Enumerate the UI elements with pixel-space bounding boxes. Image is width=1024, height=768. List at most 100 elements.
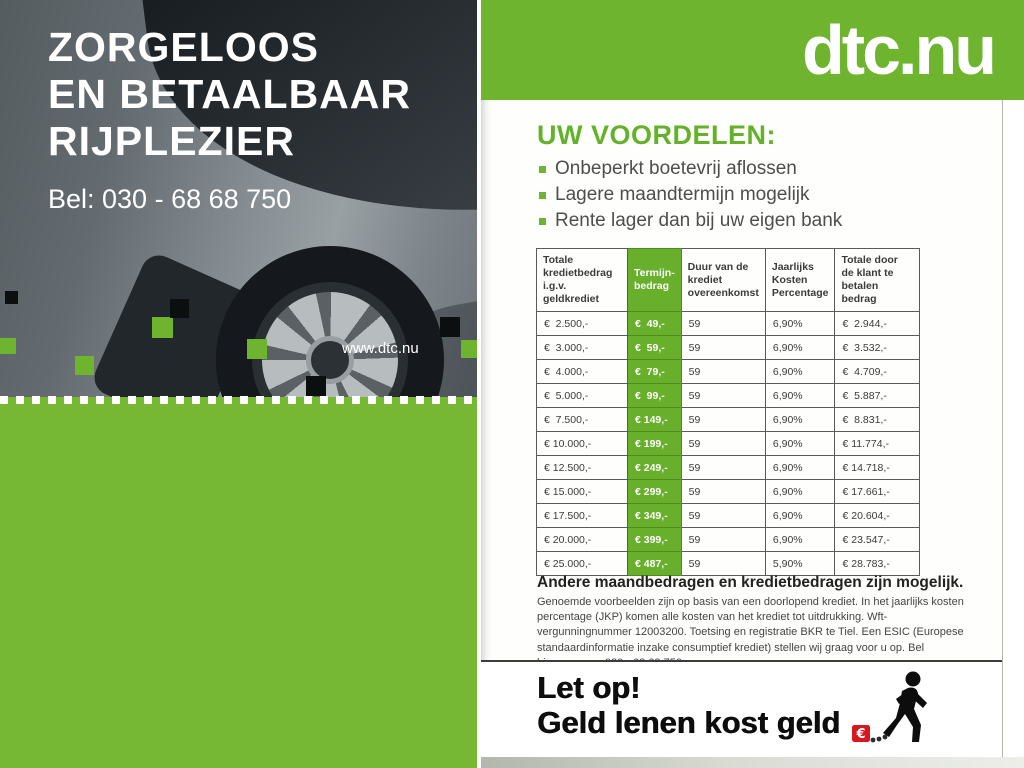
table-cell: € 2.944,- — [834, 311, 921, 336]
deco-square-green — [247, 339, 267, 359]
table-cell: 59 — [680, 431, 766, 456]
table-cell: € 14.718,- — [834, 455, 921, 480]
table-cell: € 399,- — [627, 527, 682, 552]
table-cell: 59 — [680, 527, 766, 552]
table-cell: € 12.500,- — [536, 455, 628, 480]
table-row: € 20.000,- € 399,- 59 6,90% € 23.547,- — [536, 527, 921, 552]
table-cell: 6,90% — [764, 407, 836, 432]
table-cell: 5,90% — [764, 551, 836, 576]
table-column-header: Duur van de krediet overeenkomst — [680, 248, 766, 312]
note-small: Genoemde voorbeelden zijn op basis van e… — [537, 596, 964, 669]
deco-square-black — [440, 317, 460, 337]
warning-line-1: Let op! — [537, 670, 641, 705]
table-body: € 2.500,- € 49,- 59 6,90% € 2.944,- € 3.000,-… — [536, 311, 921, 576]
table-cell: € 20.604,- — [834, 503, 921, 528]
table-cell: € 249,- — [627, 455, 682, 480]
table-cell: € 23.547,- — [834, 527, 921, 552]
table-row: € 15.000,- € 299,- 59 6,90% € 17.661,- — [536, 479, 921, 504]
dtc-logo: dtc.nu — [802, 11, 997, 89]
table-cell: € 3.000,- — [536, 335, 628, 360]
benefit-item: Lagere maandtermijn mogelijk — [539, 182, 842, 208]
table-cell: € 11.774,- — [834, 431, 921, 456]
table-cell: € 349,- — [627, 503, 682, 528]
benefit-item: Onbeperkt boetevrij aflossen — [539, 156, 842, 182]
table-cell: 6,90% — [764, 383, 836, 408]
table-row: € 5.000,- € 99,- 59 6,90% € 5.887,- — [536, 383, 921, 408]
table-cell: 59 — [680, 335, 766, 360]
content-sheet: UW VOORDELEN: Onbeperkt boetevrij afloss… — [481, 100, 1003, 757]
right-panel: dtc.nu UW VOORDELEN: Onbeperkt boetevrij… — [481, 0, 1024, 768]
table-cell: 59 — [680, 455, 766, 480]
headline: ZORGELOOS EN BETAALBAAR RIJPLEZIER — [48, 24, 411, 165]
table-cell: 59 — [680, 503, 766, 528]
table-cell: € 5.000,- — [536, 383, 628, 408]
deco-square-green — [0, 338, 16, 354]
table-row: € 2.500,- € 49,- 59 6,90% € 2.944,- — [536, 311, 921, 336]
table-cell: 6,90% — [764, 479, 836, 504]
table-cell: € 17.500,- — [536, 503, 628, 528]
table-cell: € 299,- — [627, 479, 682, 504]
benefits-title: UW VOORDELEN: — [537, 120, 776, 150]
benefit-label: Onbeperkt boetevrij aflossen — [555, 158, 797, 179]
euro-symbol: € — [855, 727, 865, 742]
benefit-label: Rente lager dan bij uw eigen bank — [555, 210, 843, 231]
table-cell: € 28.783,- — [834, 551, 921, 576]
table-cell: € 7.500,- — [536, 407, 628, 432]
table-cell: € 59,- — [627, 335, 682, 360]
table-cell: € 4.000,- — [536, 359, 628, 384]
money-burden-walking-person-icon: € — [852, 671, 927, 743]
deco-square-black — [306, 376, 326, 396]
phone-number: Bel: 030 - 68 68 750 — [48, 184, 292, 214]
table-cell: 59 — [680, 551, 766, 576]
table-cell: 6,90% — [764, 455, 836, 480]
table-row: € 3.000,- € 59,- 59 6,90% € 3.532,- — [536, 335, 921, 360]
table-cell: € 15.000,- — [536, 479, 628, 504]
table-row: € 12.500,- € 249,- 59 6,90% € 14.718,- — [536, 455, 921, 480]
table-cell: 59 — [680, 479, 766, 504]
table-cell: € 25.000,- — [536, 551, 628, 576]
bullet-square-icon — [539, 217, 546, 225]
table-cell: € 2.500,- — [536, 311, 628, 336]
headline-line-2: EN BETAALBAAR — [48, 71, 412, 117]
table-cell: € 79,- — [627, 359, 682, 384]
deco-square-black — [5, 291, 18, 304]
table-cell: € 5.887,- — [834, 383, 921, 408]
table-cell: € 4.709,- — [834, 359, 921, 384]
headline-line-3: RIJPLEZIER — [48, 118, 295, 164]
table-row: € 17.500,- € 349,- 59 6,90% € 20.604,- — [536, 503, 921, 528]
table-row: € 4.000,- € 79,- 59 6,90% € 4.709,- — [536, 359, 921, 384]
table-row: € 25.000,- € 487,- 59 5,90% € 28.783,- — [536, 551, 921, 576]
benefit-item: Rente lager dan bij uw eigen bank — [539, 208, 842, 234]
table-column-header: Totale kredietbedrag i.g.v. geldkrediet — [536, 248, 628, 312]
table-cell: 59 — [680, 311, 766, 336]
table-column-header: Totale door de klant te betalen bedrag — [834, 248, 921, 312]
table-cell: € 17.661,- — [834, 479, 921, 504]
bullet-square-icon — [539, 191, 546, 199]
credit-table: Totale kredietbedrag i.g.v. geldkrediet T… — [536, 248, 921, 576]
table-cell: € 149,- — [627, 407, 682, 432]
deco-square-black — [170, 299, 189, 318]
table-cell: 6,90% — [764, 335, 836, 360]
table-cell: 6,90% — [764, 527, 836, 552]
table-cell: € 10.000,- — [536, 431, 628, 456]
logo-banner: dtc.nu — [481, 0, 1024, 100]
table-cell: 6,90% — [764, 431, 836, 456]
table-cell: € 8.831,- — [834, 407, 921, 432]
table-row: € 7.500,- € 149,- 59 6,90% € 8.831,- — [536, 407, 921, 432]
table-column-header: Jaarlijks Kosten Percentage — [764, 248, 836, 312]
hero-photo: ZORGELOOS EN BETAALBAAR RIJPLEZIER Bel: … — [0, 0, 477, 397]
offer-section: VANAF €149 PER MAAND — [0, 397, 477, 768]
headline-line-1: ZORGELOOS — [48, 24, 319, 70]
benefits-list: Onbeperkt boetevrij aflossen Lagere maand… — [539, 156, 842, 234]
note-bold: Andere maandbedragen en kredietbedragen … — [537, 574, 964, 591]
table-cell: 6,90% — [764, 311, 836, 336]
table-cell: € 487,- — [627, 551, 682, 576]
deco-square-green — [75, 356, 94, 375]
page-bottom-edge — [481, 757, 1024, 768]
credit-warning-text: Let op! Geld lenen kost geld — [537, 670, 840, 740]
credit-warning-box: Let op! Geld lenen kost geld € — [481, 660, 1002, 757]
table-column-header: Termijn- bedrag — [627, 248, 682, 312]
table-cell: € 199,- — [627, 431, 682, 456]
deco-square-green — [461, 340, 477, 358]
table-cell: 6,90% — [764, 359, 836, 384]
